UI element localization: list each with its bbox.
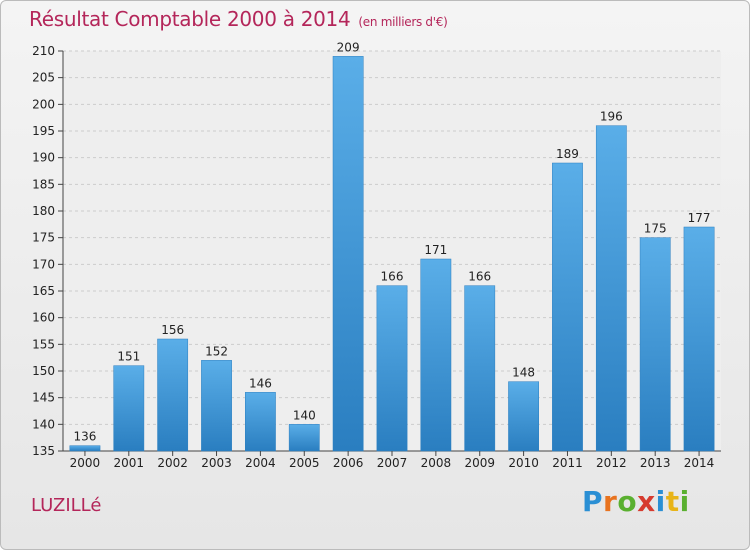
- value-label-2007: 166: [381, 270, 404, 284]
- x-tick-label-2008: 2008: [421, 456, 452, 470]
- y-tick-label: 170: [32, 257, 55, 271]
- chart-title-text: Résultat Comptable 2000 à 2014: [29, 7, 351, 31]
- x-tick-label-2003: 2003: [201, 456, 232, 470]
- bar-2008: [420, 258, 452, 452]
- y-tick-label: 160: [32, 311, 55, 325]
- x-tick-label-2014: 2014: [684, 456, 715, 470]
- town-name: LUZILLé: [31, 495, 102, 516]
- value-label-2005: 140: [293, 408, 316, 422]
- y-tick-label: 200: [32, 97, 55, 111]
- y-tick-label: 155: [32, 337, 55, 351]
- bar-2012: [595, 125, 627, 452]
- x-tick-label-2005: 2005: [289, 456, 320, 470]
- chart-subtitle: (en milliers d'€): [358, 15, 448, 29]
- value-label-2014: 177: [688, 211, 711, 225]
- value-label-2010: 148: [512, 366, 535, 380]
- bar-2010: [508, 381, 539, 452]
- bar-2013: [639, 237, 671, 452]
- chart-title: Résultat Comptable 2000 à 2014 (en millie…: [29, 7, 448, 31]
- x-tick-label-2006: 2006: [333, 456, 364, 470]
- bar-2002: [157, 338, 189, 452]
- x-tick-label-2002: 2002: [157, 456, 188, 470]
- x-tick-label-2011: 2011: [552, 456, 583, 470]
- value-label-2008: 171: [424, 243, 447, 257]
- bar-2000: [69, 445, 101, 452]
- x-tick-label-2004: 2004: [245, 456, 276, 470]
- y-tick-label: 190: [32, 151, 55, 165]
- y-tick-label: 195: [32, 124, 55, 138]
- value-label-2011: 189: [556, 147, 579, 161]
- value-label-2013: 175: [644, 222, 667, 236]
- y-tick-label: 205: [32, 71, 55, 85]
- x-tick-label-2010: 2010: [508, 456, 539, 470]
- bar-2006: [332, 56, 364, 452]
- x-tick-label-2009: 2009: [464, 456, 495, 470]
- y-tick-label: 140: [32, 417, 55, 431]
- y-tick-label: 150: [32, 364, 55, 378]
- bar-2009: [464, 285, 496, 452]
- y-tick-label: 145: [32, 391, 55, 405]
- value-label-2012: 196: [600, 110, 623, 124]
- value-label-2009: 166: [468, 270, 491, 284]
- bar-2001: [113, 365, 145, 452]
- x-tick-label-2000: 2000: [70, 456, 101, 470]
- y-tick-label: 185: [32, 177, 55, 191]
- bar-2005: [288, 424, 320, 452]
- bar-2014: [683, 226, 715, 452]
- value-label-2006: 209: [337, 40, 360, 54]
- bar-2011: [552, 162, 583, 452]
- proxiti-logo: Proxiti: [582, 485, 690, 518]
- bar-2003: [201, 360, 232, 452]
- bar-2007: [376, 285, 408, 452]
- value-label-2004: 146: [249, 376, 272, 390]
- value-label-2000: 136: [73, 430, 96, 444]
- x-tick-label-2012: 2012: [596, 456, 627, 470]
- x-tick-label-2013: 2013: [640, 456, 671, 470]
- value-label-2003: 152: [205, 344, 228, 358]
- y-tick-label: 165: [32, 284, 55, 298]
- x-tick-label-2001: 2001: [114, 456, 145, 470]
- value-label-2001: 151: [117, 350, 140, 364]
- y-tick-label: 135: [32, 444, 55, 458]
- y-tick-label: 175: [32, 231, 55, 245]
- bar-2004: [245, 392, 276, 452]
- value-label-2002: 156: [161, 323, 184, 337]
- y-tick-label: 210: [32, 44, 55, 58]
- y-tick-label: 180: [32, 204, 55, 218]
- x-tick-label-2007: 2007: [377, 456, 408, 470]
